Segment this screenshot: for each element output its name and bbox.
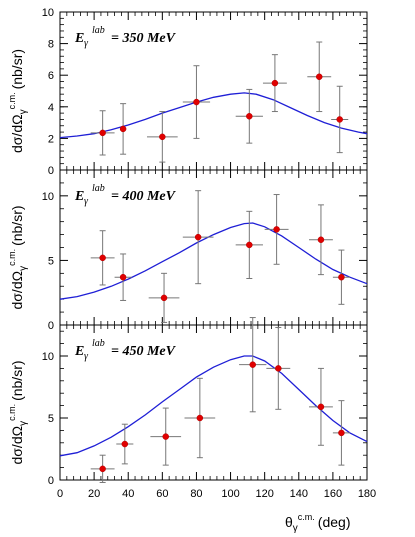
y-tick-label: 8: [48, 39, 54, 51]
y-axis-label-subscript: γ: [18, 266, 29, 271]
plot-frame: [59, 11, 368, 171]
y-tick-label: 0: [48, 165, 54, 177]
data-point: [119, 273, 127, 281]
data-point: [99, 465, 106, 473]
data-point: [194, 233, 202, 241]
model-curve: [59, 355, 368, 457]
data-point: [273, 226, 280, 233]
x-tick-label: 120: [255, 488, 273, 500]
data-point: [162, 433, 169, 440]
x-tick-label: 0: [57, 488, 63, 500]
y-tick-label: 10: [42, 191, 54, 203]
energy-label-lab: lab: [92, 25, 105, 36]
data-point: [193, 98, 200, 106]
data-point: [317, 403, 325, 411]
data-point: [119, 125, 127, 133]
x-tick-label: 140: [290, 488, 308, 500]
data-point: [338, 273, 345, 281]
model-curve: [59, 222, 368, 300]
y-axis-label-subscript: γ: [18, 109, 29, 114]
energy-label-lab: lab: [92, 183, 105, 194]
y-tick-label: 2: [48, 133, 54, 145]
model-curve: [59, 92, 368, 139]
y-axis-label-units: (nb/sr): [9, 49, 25, 89]
x-axis-label-subscript: γ: [293, 523, 298, 534]
energy-label-value: = 400 MeV: [111, 189, 177, 204]
y-axis-label-main: dσ/dΩ: [9, 426, 25, 465]
y-tick-label: 10: [42, 351, 54, 363]
x-axis-label-superscript: c.m.: [298, 512, 315, 522]
y-axis-label-units: (nb/sr): [9, 205, 25, 245]
x-axis-label-units: (deg): [318, 514, 351, 530]
y-axis-label-subscript: γ: [18, 421, 29, 426]
data-point: [275, 365, 282, 372]
data-point: [336, 116, 343, 123]
x-axis-label: θγc.m. (deg): [285, 512, 350, 534]
energy-label-lab: lab: [92, 338, 105, 349]
data-point: [196, 414, 204, 422]
x-axis-label-main: θ: [285, 514, 293, 530]
energy-label-gamma: γ: [84, 196, 89, 207]
energy-label-e: E: [74, 189, 84, 204]
x-tick-label: 180: [358, 488, 376, 500]
data-point: [99, 129, 106, 137]
y-axis-label-units: (nb/sr): [9, 360, 25, 400]
x-tick-label: 100: [221, 488, 239, 500]
y-axis-label-superscript: c.m.: [7, 92, 17, 109]
energy-label-value: = 450 MeV: [111, 344, 177, 359]
energy-label-gamma: γ: [84, 38, 89, 49]
x-tick-label: 160: [324, 488, 342, 500]
energy-label-e: E: [74, 31, 84, 46]
energy-label-value: = 350 MeV: [111, 31, 177, 46]
y-axis-label: dσ/dΩγc.m. (nb/sr): [7, 49, 29, 153]
data-point: [315, 73, 323, 81]
y-axis-label-superscript: c.m.: [7, 249, 17, 266]
data-point: [246, 113, 253, 120]
energy-label-e: E: [74, 344, 84, 359]
y-tick-label: 5: [48, 255, 54, 267]
plot-frame: [59, 324, 368, 481]
data-point: [99, 254, 106, 262]
data-point: [246, 241, 253, 249]
x-tick-label: 40: [122, 488, 134, 500]
data-point: [121, 440, 129, 448]
y-axis-label: dσ/dΩγc.m. (nb/sr): [7, 205, 29, 309]
y-tick-label: 4: [48, 102, 54, 114]
data-point: [338, 429, 345, 437]
y-tick-label: 5: [48, 413, 54, 425]
x-tick-label: 20: [88, 488, 100, 500]
data-point: [317, 236, 325, 243]
x-tick-label: 80: [190, 488, 202, 500]
data-point: [249, 361, 256, 368]
y-axis-label: dσ/dΩγc.m. (nb/sr): [7, 360, 29, 464]
y-tick-label: 10: [42, 7, 54, 19]
y-axis-label-main: dσ/dΩ: [9, 114, 25, 153]
y-tick-label: 0: [48, 320, 54, 332]
data-point: [159, 133, 166, 141]
data-point: [160, 294, 168, 302]
data-point: [271, 79, 279, 87]
y-tick-label: 6: [48, 70, 54, 82]
y-axis-label-main: dσ/dΩ: [9, 271, 25, 310]
y-tick-label: 0: [48, 475, 54, 487]
y-axis-label-superscript: c.m.: [7, 404, 17, 421]
energy-label-gamma: γ: [84, 351, 89, 362]
x-tick-label: 60: [156, 488, 168, 500]
